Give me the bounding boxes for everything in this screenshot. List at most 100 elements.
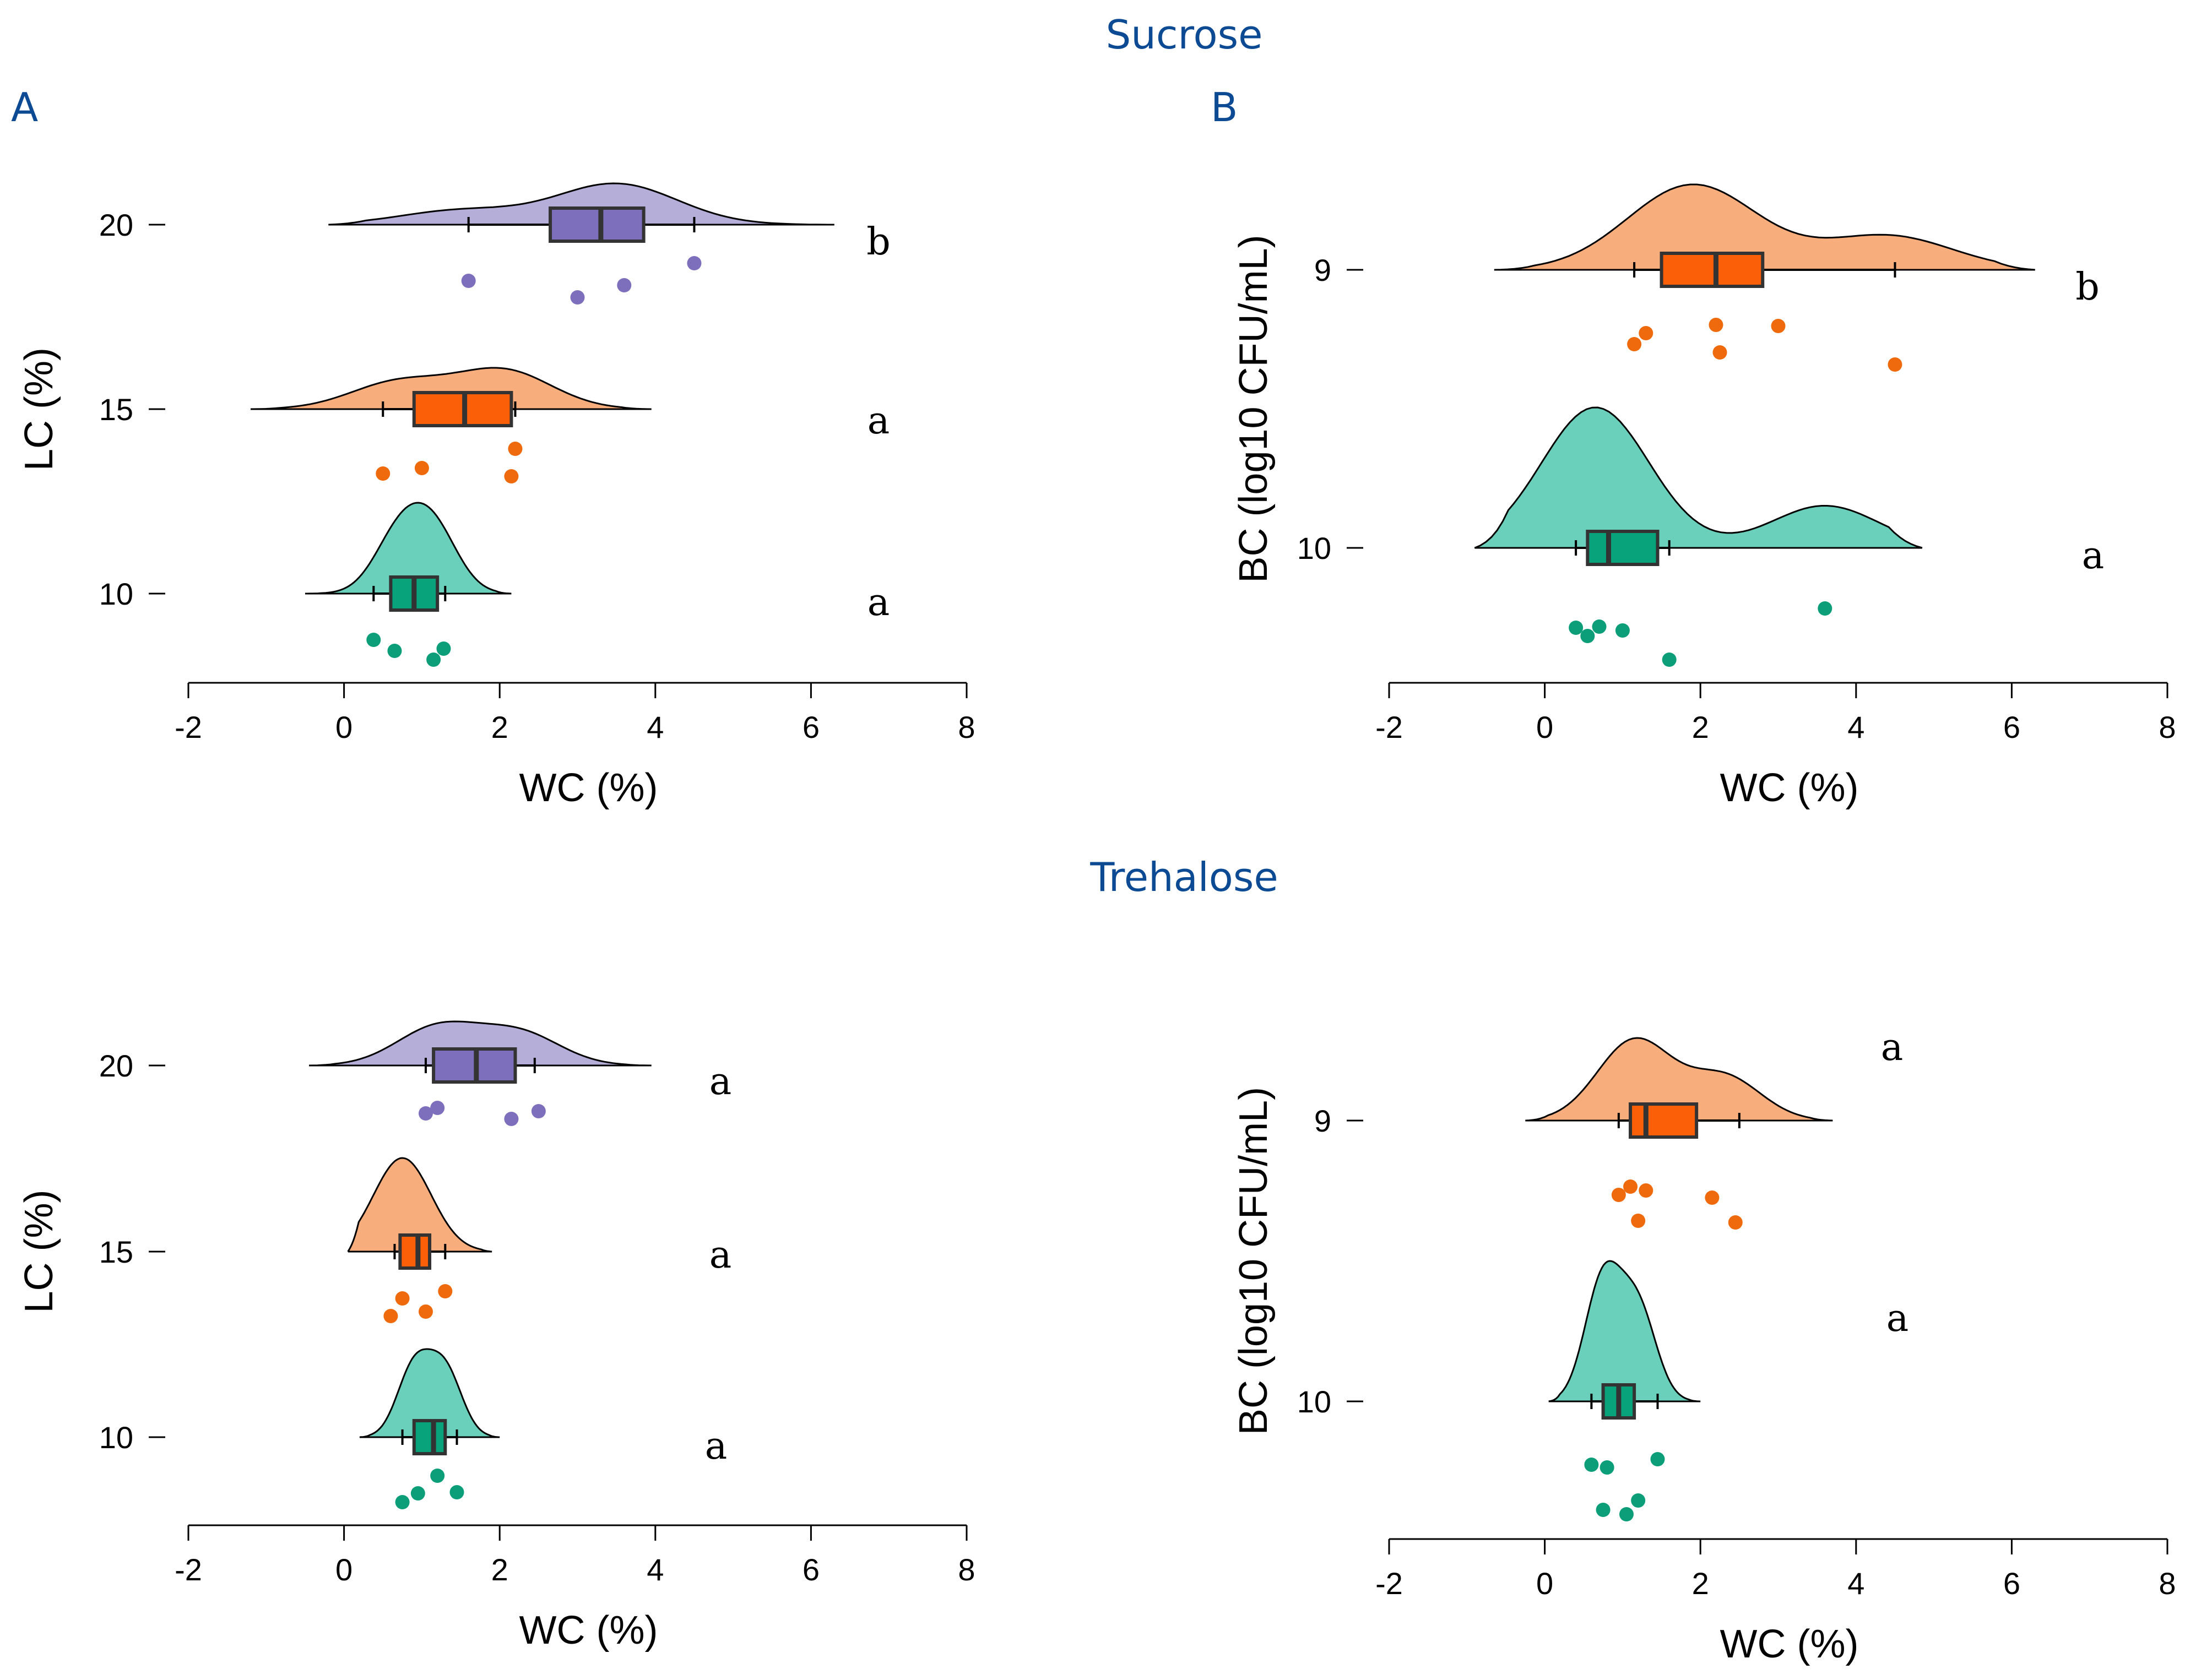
x-tick-label: 0 <box>335 1552 353 1587</box>
x-tick-label: 4 <box>647 1552 664 1587</box>
x-tick-label: 2 <box>1692 710 1709 744</box>
x-tick-label: 0 <box>1536 1566 1553 1601</box>
y-tick-label: 10 <box>1297 531 1331 566</box>
data-point <box>1631 1493 1646 1508</box>
group-10: 10 a <box>1297 1260 1909 1521</box>
data-point <box>508 442 523 456</box>
data-point <box>426 653 441 667</box>
data-point <box>395 1291 410 1306</box>
data-point <box>436 641 451 656</box>
density-cloud <box>1525 1037 1833 1122</box>
y-tick-label: 10 <box>1297 1384 1331 1419</box>
data-point <box>1592 619 1607 634</box>
data-point <box>1627 337 1642 351</box>
data-point <box>1619 1507 1634 1521</box>
data-point <box>1888 357 1902 372</box>
significance-letter: a <box>868 399 890 443</box>
x-tick-label: 8 <box>958 1552 975 1587</box>
y-tick-label: 20 <box>99 208 133 242</box>
x-tick-label: 0 <box>335 710 353 744</box>
data-point <box>1631 1214 1646 1228</box>
x-tick-label: 6 <box>803 1552 820 1587</box>
data-point <box>430 1469 445 1483</box>
y-axis-title: BC (log10 CFU/mL) <box>1232 1087 1276 1435</box>
data-point <box>387 644 402 658</box>
group-9: 9a <box>1314 1026 1903 1230</box>
data-point <box>438 1284 453 1298</box>
data-point <box>449 1485 464 1499</box>
iqr-box <box>1660 252 1765 288</box>
x-axis-title: WC (%) <box>1720 1622 1859 1666</box>
data-point <box>570 290 585 305</box>
x-tick-label: 2 <box>491 1552 508 1587</box>
data-point <box>418 1106 433 1121</box>
data-point <box>1639 326 1653 340</box>
data-point <box>1662 653 1677 667</box>
data-point <box>410 1486 425 1500</box>
significance-letter: a <box>705 1425 728 1468</box>
data-point <box>1584 1458 1599 1472</box>
section-title-trehalose: Trehalose <box>1089 854 1278 900</box>
panel-a-sucrose-lc: A -2 0 2 4 6 8 WC (%) LC (%) 20 b 15 a 10 a <box>11 84 975 810</box>
iqr-box <box>398 1233 432 1270</box>
x-tick-label: 4 <box>1847 1566 1864 1601</box>
x-tick-label: -2 <box>175 1552 202 1587</box>
x-axis-title: WC (%) <box>519 1608 658 1652</box>
data-point <box>418 1304 433 1319</box>
group-10: 10 a <box>99 1348 728 1509</box>
data-point <box>1569 621 1584 635</box>
density-cloud <box>305 502 512 595</box>
iqr-box <box>1629 1102 1699 1139</box>
significance-letter: a <box>709 1060 732 1103</box>
data-point <box>531 1104 546 1118</box>
data-point <box>1650 1452 1665 1466</box>
x-tick-label: 4 <box>647 710 664 744</box>
data-point <box>430 1101 445 1115</box>
x-tick-label: 2 <box>491 710 508 744</box>
panel-b-sucrose-bc: B-2 0 2 4 6 8WC (%)BC (log10 CFU/mL) 9 b10 a <box>1211 84 2176 810</box>
x-tick-label: 8 <box>958 710 975 744</box>
data-point <box>1596 1503 1611 1517</box>
iqr-box <box>412 1419 447 1455</box>
section-title-sucrose: Sucrose <box>1106 12 1263 58</box>
data-point <box>1709 318 1723 332</box>
x-tick-label: 6 <box>803 710 820 744</box>
density-cloud <box>328 182 834 226</box>
y-tick-label: 10 <box>99 1420 133 1455</box>
group-15: 15 a <box>99 1157 732 1323</box>
data-point <box>1639 1183 1653 1198</box>
density-cloud <box>308 1020 652 1067</box>
y-tick-label: 20 <box>99 1048 133 1083</box>
significance-letter: b <box>2075 265 2100 309</box>
data-point <box>376 466 391 481</box>
x-tick-label: 0 <box>1536 710 1553 744</box>
data-point <box>687 256 702 270</box>
density-cloud <box>250 367 652 410</box>
data-point <box>1818 601 1832 616</box>
group-20: 20 b <box>99 182 891 305</box>
y-tick-label: 9 <box>1314 253 1331 287</box>
y-axis-title: BC (log10 CFU/mL) <box>1232 235 1276 583</box>
significance-letter: a <box>709 1233 732 1277</box>
x-tick-label: -2 <box>1375 710 1403 744</box>
data-point <box>1600 1460 1614 1475</box>
y-tick-label: 9 <box>1314 1103 1331 1138</box>
data-point <box>461 274 476 288</box>
x-axis-title: WC (%) <box>1720 766 1859 810</box>
significance-letter: a <box>1886 1297 1909 1340</box>
y-tick-label: 15 <box>99 392 133 427</box>
significance-letter: b <box>866 220 891 264</box>
data-point <box>504 1112 519 1126</box>
data-point <box>1623 1179 1638 1194</box>
density-cloud <box>359 1348 500 1438</box>
y-tick-label: 15 <box>99 1235 133 1269</box>
panel-label: A <box>11 84 38 131</box>
density-cloud <box>347 1157 492 1253</box>
x-tick-label: 6 <box>2003 710 2020 744</box>
x-tick-label: 4 <box>1847 710 1864 744</box>
x-tick-label: 6 <box>2003 1566 2020 1601</box>
x-tick-label: 8 <box>2159 710 2176 744</box>
